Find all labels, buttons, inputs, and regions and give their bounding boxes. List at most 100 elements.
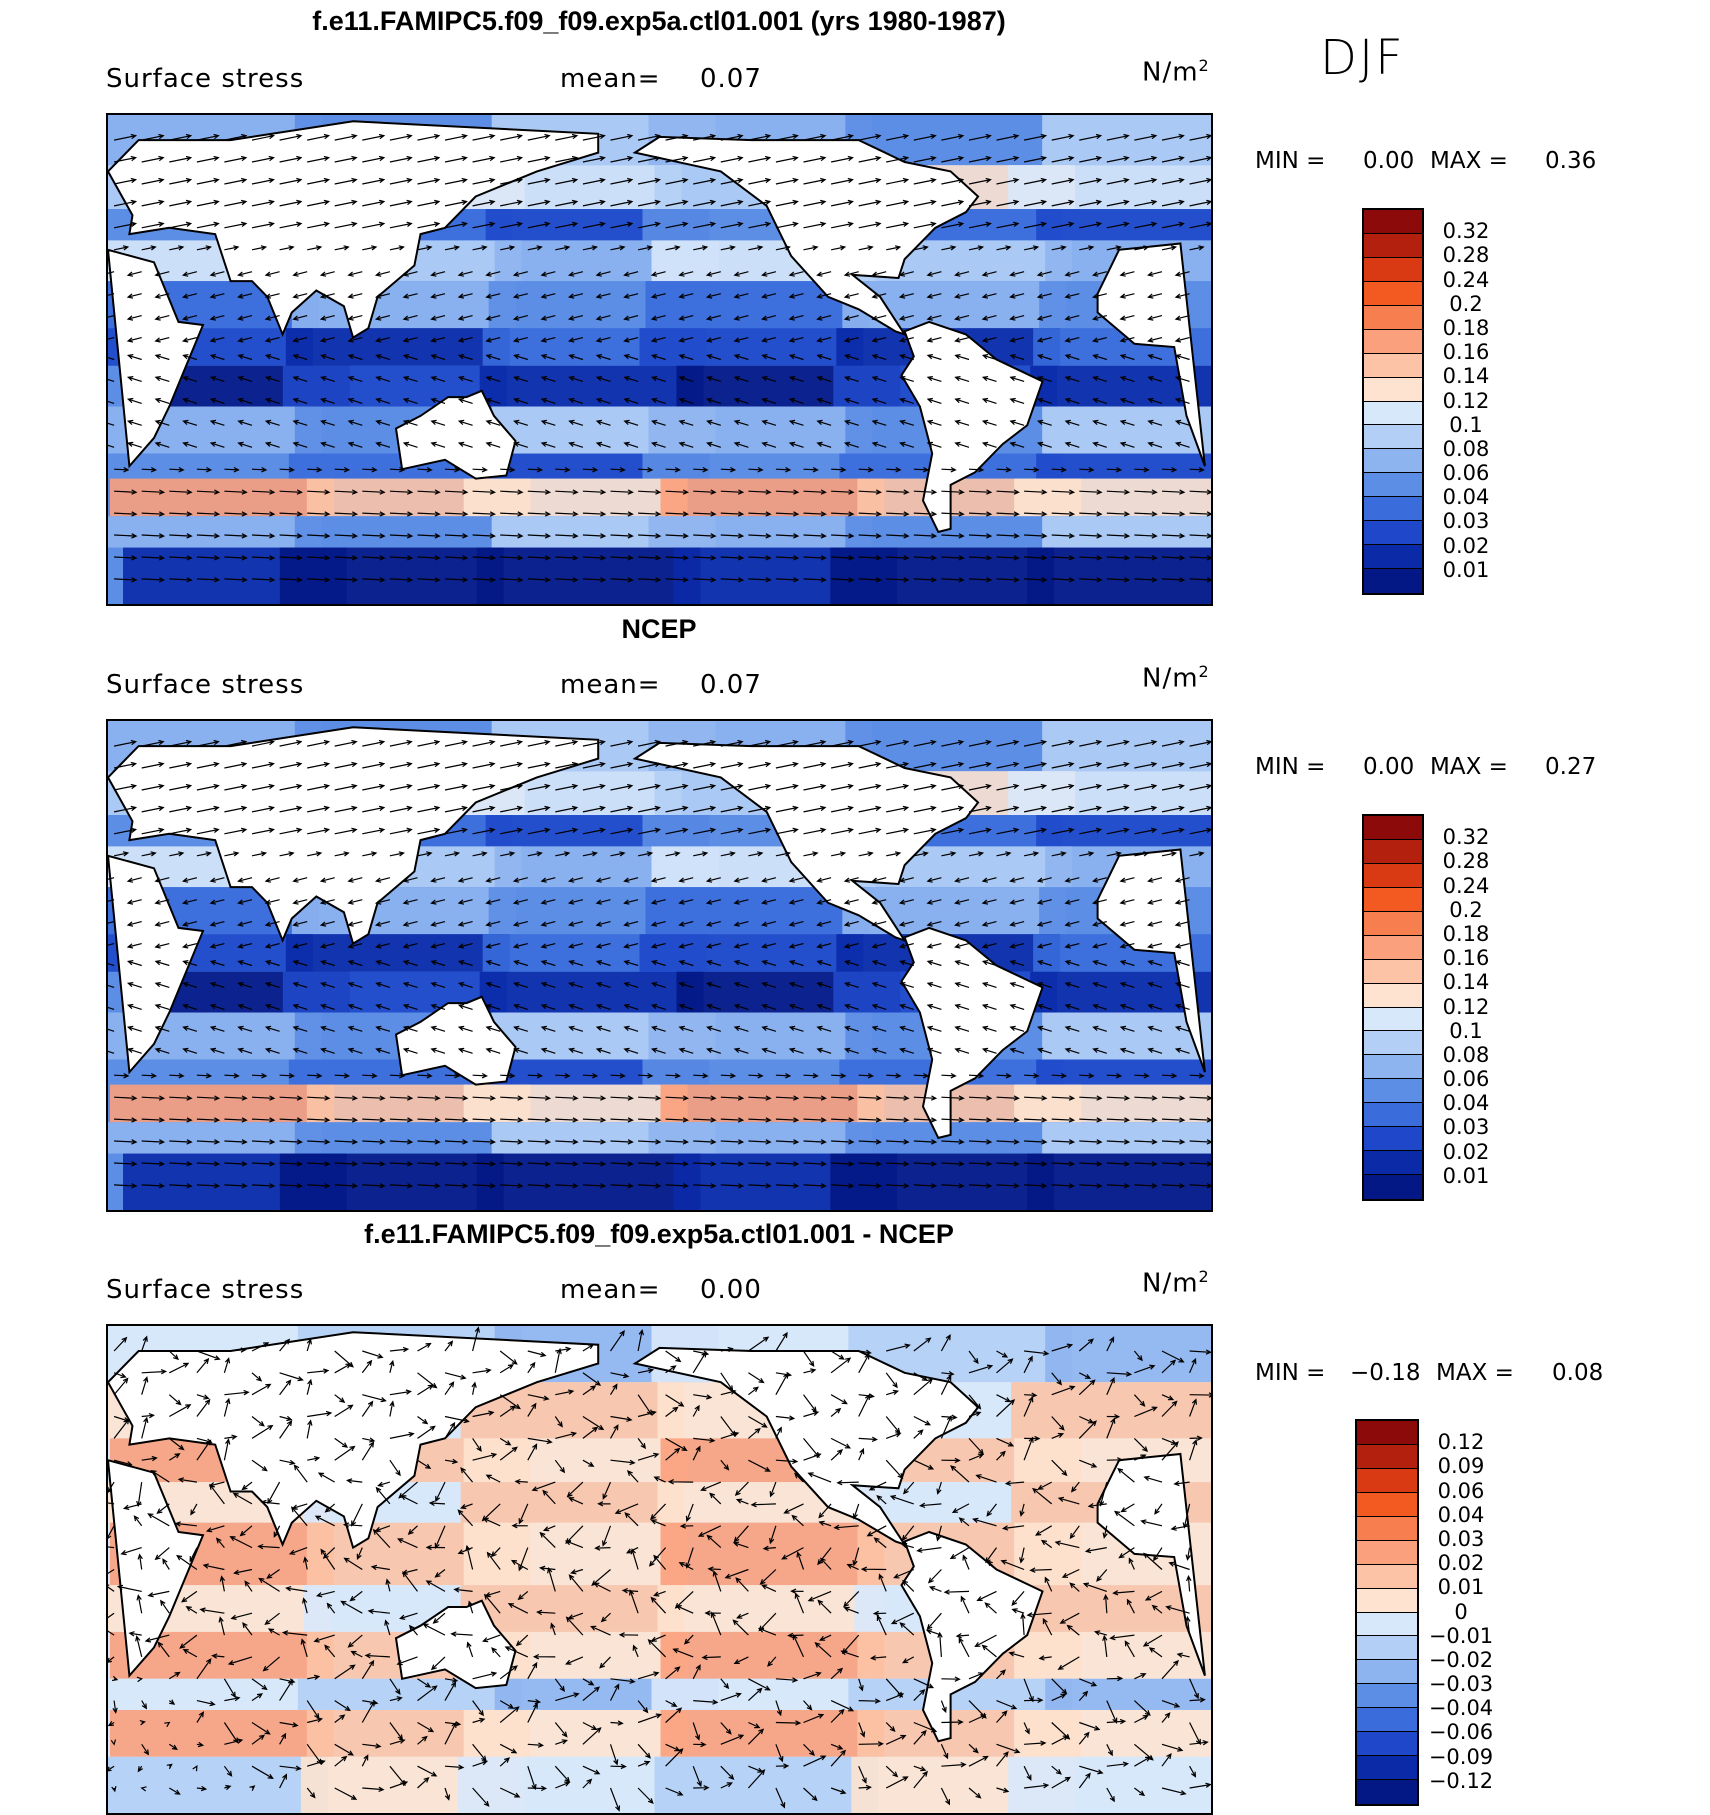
- stress-vector: [527, 1402, 537, 1417]
- stress-vector: [968, 155, 992, 163]
- stress-vector: [1119, 441, 1135, 448]
- stress-vector: [141, 1376, 149, 1395]
- stress-vector: [512, 315, 528, 321]
- stress-vector: [306, 1378, 313, 1395]
- stress-vector: [108, 1481, 115, 1493]
- stress-vector: [457, 315, 473, 321]
- stress-vector: [968, 1743, 979, 1754]
- stress-vector: [136, 1482, 143, 1508]
- stress-vector: [499, 1437, 512, 1446]
- stress-vector: [629, 1589, 639, 1614]
- stress-vector: [830, 1667, 844, 1680]
- stress-vector: [527, 245, 543, 251]
- stress-vector: [1106, 1675, 1124, 1682]
- stress-vector: [472, 177, 496, 185]
- stress-vector: [996, 221, 1020, 229]
- stress-vector: [126, 315, 142, 321]
- stress-vector: [693, 1139, 717, 1145]
- stress-vector: [1106, 1139, 1131, 1145]
- stress-vector: [1024, 489, 1048, 495]
- stress-vector: [196, 1095, 221, 1101]
- panel-3-map: [106, 1324, 1213, 1815]
- stress-vector: [1134, 739, 1158, 747]
- stress-vector: [361, 1441, 375, 1461]
- stress-vector: [871, 982, 887, 988]
- stress-vector: [623, 419, 639, 426]
- stress-vector: [169, 1072, 185, 1079]
- stress-vector: [457, 354, 473, 361]
- stress-vector: [816, 354, 832, 361]
- stress-vector: [1064, 943, 1080, 949]
- stress-vector: [168, 1787, 181, 1795]
- stress-vector: [1109, 1634, 1135, 1641]
- stress-vector: [706, 419, 721, 426]
- stress-vector: [1134, 783, 1158, 791]
- stress-vector: [1078, 1338, 1095, 1352]
- stress-vector: [279, 783, 303, 791]
- colorbar-tick-label: −0.04: [1428, 1696, 1494, 1721]
- stress-vector: [886, 221, 910, 229]
- stress-vector: [1036, 419, 1052, 426]
- stress-vector: [1042, 1617, 1053, 1636]
- stress-vector: [389, 783, 413, 791]
- stress-vector: [444, 489, 469, 495]
- stress-vector: [858, 1139, 882, 1145]
- stress-vector: [472, 783, 496, 791]
- field-band: [654, 1756, 879, 1813]
- stress-vector: [154, 877, 170, 883]
- stress-vector: [237, 943, 253, 949]
- stress-vector: [1168, 1561, 1190, 1571]
- stress-vector: [790, 1588, 804, 1594]
- stress-vector: [898, 293, 914, 299]
- stress-vector: [1170, 1525, 1190, 1531]
- stress-vector: [434, 1569, 446, 1578]
- field-band: [1014, 1631, 1211, 1679]
- continent-outline: [1096, 242, 1206, 467]
- stress-vector: [512, 943, 528, 949]
- colorbar-tick-label: 0.04: [1442, 485, 1490, 510]
- stress-vector: [748, 1139, 772, 1145]
- stress-vector: [981, 293, 997, 299]
- stress-vector: [430, 960, 446, 967]
- stress-vector: [996, 245, 1012, 251]
- colorbar-swatch: [1364, 959, 1422, 984]
- stress-vector: [457, 943, 473, 949]
- panel-3-mean-label: mean=: [560, 1275, 661, 1305]
- stress-vector: [141, 1117, 166, 1123]
- stress-vector: [527, 851, 543, 857]
- panel-3-variable: Surface stress: [106, 1275, 305, 1305]
- colorbar-tick-label: 0: [1454, 1599, 1468, 1624]
- stress-vector: [1023, 827, 1048, 835]
- stress-vector: [679, 1523, 694, 1529]
- stress-vector: [1070, 1481, 1080, 1493]
- stress-vector: [224, 783, 248, 791]
- stress-vector: [1091, 293, 1107, 299]
- stress-vector: [1079, 1072, 1095, 1079]
- stress-vector: [720, 1095, 745, 1101]
- stress-vector: [748, 827, 772, 835]
- stress-vector: [968, 221, 992, 229]
- stress-vector: [389, 1431, 415, 1439]
- stress-vector: [788, 1047, 804, 1054]
- stress-vector: [788, 293, 804, 299]
- stress-vector: [1126, 1598, 1135, 1614]
- stress-vector: [899, 1003, 914, 1010]
- stress-vector: [871, 921, 887, 927]
- colorbar-swatch: [1364, 305, 1422, 330]
- stress-vector: [981, 877, 997, 883]
- stress-vector: [748, 466, 764, 473]
- stress-vector: [1079, 133, 1103, 141]
- stress-vector: [113, 739, 138, 747]
- stress-vector: [720, 466, 737, 473]
- stress-vector: [251, 1693, 264, 1702]
- stress-vector: [816, 877, 832, 883]
- stress-vector: [886, 761, 910, 769]
- stress-vector: [1024, 1783, 1050, 1789]
- stress-vector: [141, 739, 165, 747]
- stress-vector: [389, 533, 414, 539]
- stress-vector: [609, 1683, 620, 1701]
- stress-vector: [940, 1787, 950, 1806]
- stress-vector: [472, 1368, 492, 1374]
- stress-vector: [249, 1785, 256, 1791]
- stress-vector: [1134, 1183, 1158, 1189]
